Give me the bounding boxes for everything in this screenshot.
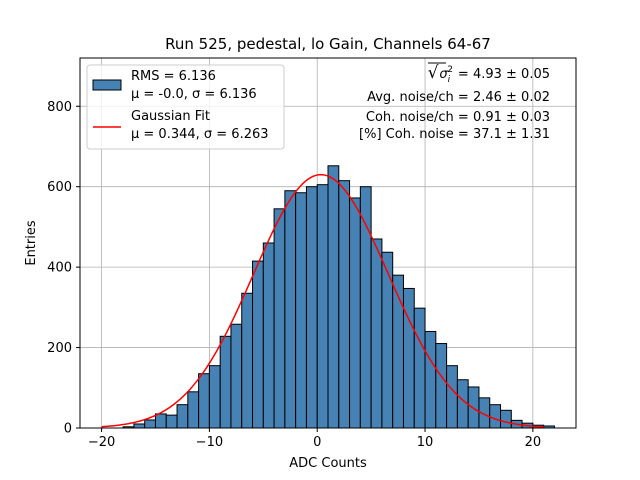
x-tick-label: −10 — [196, 435, 223, 450]
annotation-value: = 4.93 ± 0.05 — [458, 67, 550, 82]
annotation-coh-noise-pct: [%] Coh. noise = 37.1 ± 1.31 — [359, 127, 550, 142]
histogram-bar — [176, 404, 189, 429]
legend: RMS = 6.136 μ = -0.0, σ = 6.136 Gaussian… — [86, 64, 285, 150]
annotation-sqrt-sigma: √σi2 = 4.93 ± 0.05 — [428, 63, 550, 85]
histogram-bar — [133, 423, 146, 429]
histogram-bar — [424, 330, 437, 429]
histogram-bar — [219, 335, 232, 429]
histogram-bar — [359, 186, 372, 429]
histogram-bar — [295, 192, 307, 429]
histogram-bar — [284, 190, 297, 429]
legend-label-fit: Gaussian Fit — [131, 109, 210, 124]
y-tick-label: 800 — [47, 100, 72, 115]
histogram-bar — [252, 260, 264, 429]
annotation-coh-noise: Coh. noise/ch = 0.91 ± 0.03 — [366, 110, 550, 125]
gaussian-fit-line — [101, 173, 544, 428]
histogram-bar — [349, 197, 361, 429]
histogram-bars — [122, 165, 555, 429]
y-tick-label: 200 — [47, 341, 72, 356]
histogram-bar — [370, 238, 383, 429]
histogram-bar — [435, 343, 448, 429]
legend-label-rms-params: μ = -0.0, σ = 6.136 — [131, 87, 257, 102]
stats-annotations: √σi2 = 4.93 ± 0.05 Avg. noise/ch = 2.46 ±… — [359, 62, 550, 142]
histogram-bar — [392, 274, 404, 429]
sqrt-symbol: √ — [428, 63, 439, 83]
histogram-bar — [273, 208, 286, 429]
y-tick-label: 400 — [47, 261, 72, 276]
x-tick-label: 20 — [525, 435, 542, 450]
legend-label-rms: RMS = 6.136 — [131, 69, 216, 84]
histogram-bar — [154, 413, 167, 429]
legend-box — [86, 64, 285, 150]
histogram-bar — [413, 307, 426, 429]
histogram-bar — [316, 184, 329, 429]
y-tick-label: 0 — [64, 422, 72, 437]
legend-patch-histogram — [92, 79, 122, 91]
x-tick-label: 0 — [313, 435, 321, 450]
x-axis-ticks: −20 −10 0 10 20 — [88, 428, 541, 450]
histogram-bar — [165, 414, 178, 429]
histogram-bar — [446, 365, 458, 429]
histogram-bar — [402, 287, 415, 429]
histogram-bar — [187, 391, 200, 429]
plot-frame — [79, 57, 577, 429]
histogram-bar — [305, 186, 318, 429]
histogram-bar — [338, 180, 351, 429]
x-axis-label: ADC Counts — [289, 456, 367, 471]
sigma-symbol: σ — [439, 67, 448, 82]
histogram-bar — [500, 409, 512, 429]
histogram-bar — [198, 373, 210, 429]
x-tick-label: 10 — [417, 435, 434, 450]
y-axis-label: Entries — [24, 220, 39, 266]
histogram-bar — [241, 292, 254, 429]
histogram-bar — [230, 323, 243, 429]
legend-label-fit-params: μ = 0.344, σ = 6.263 — [131, 127, 269, 142]
chart-title: Run 525, pedestal, lo Gain, Channels 64-… — [165, 35, 491, 53]
sigma-subscript: i — [448, 75, 451, 85]
y-axis-ticks: 0 200 400 600 800 — [47, 100, 80, 437]
histogram-bar — [208, 365, 221, 429]
histogram-bar — [327, 165, 340, 429]
sigma-superscript: 2 — [447, 65, 453, 75]
histogram-bar — [489, 404, 502, 429]
y-tick-label: 600 — [47, 180, 72, 195]
annotation-avg-noise: Avg. noise/ch = 2.46 ± 0.02 — [367, 90, 550, 105]
x-tick-label: −20 — [88, 435, 115, 450]
histogram-bar — [144, 419, 156, 429]
histogram-bar — [262, 242, 275, 429]
